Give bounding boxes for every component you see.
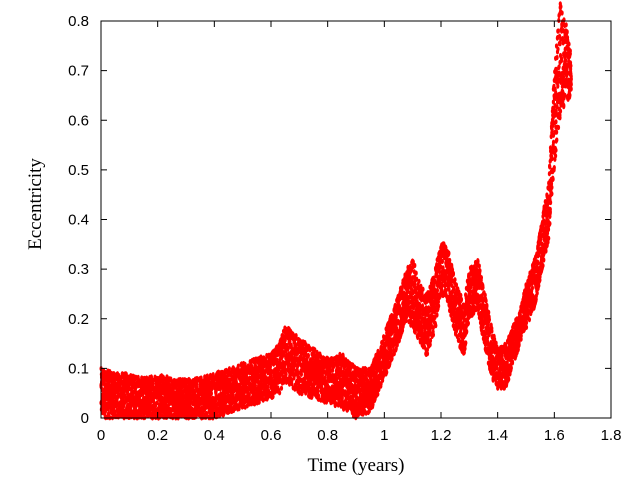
data-point xyxy=(413,262,417,269)
data-point xyxy=(435,312,439,318)
data-point xyxy=(209,390,213,397)
data-point xyxy=(464,340,468,346)
data-point xyxy=(168,382,172,388)
data-point xyxy=(134,404,138,410)
data-point xyxy=(306,353,310,359)
data-point xyxy=(434,323,438,329)
data-point xyxy=(385,369,389,375)
data-point xyxy=(414,270,418,276)
data-point xyxy=(417,278,421,284)
data-point xyxy=(200,405,204,411)
data-point xyxy=(459,296,464,303)
data-point xyxy=(447,250,451,257)
data-point xyxy=(278,390,282,396)
data-point xyxy=(431,332,435,338)
data-point xyxy=(236,363,240,369)
data-points xyxy=(99,1,573,421)
data-point xyxy=(211,372,215,378)
data-point xyxy=(195,381,199,387)
data-point xyxy=(227,366,231,372)
data-point xyxy=(284,371,288,377)
data-point xyxy=(448,257,452,263)
data-point xyxy=(421,286,425,292)
data-point xyxy=(437,303,441,309)
data-point xyxy=(199,375,203,381)
data-point xyxy=(279,385,284,391)
data-point xyxy=(451,271,455,277)
data-point xyxy=(425,351,430,357)
data-point xyxy=(465,328,469,335)
data-point xyxy=(222,410,226,416)
data-point xyxy=(435,287,439,293)
data-point xyxy=(453,277,457,283)
